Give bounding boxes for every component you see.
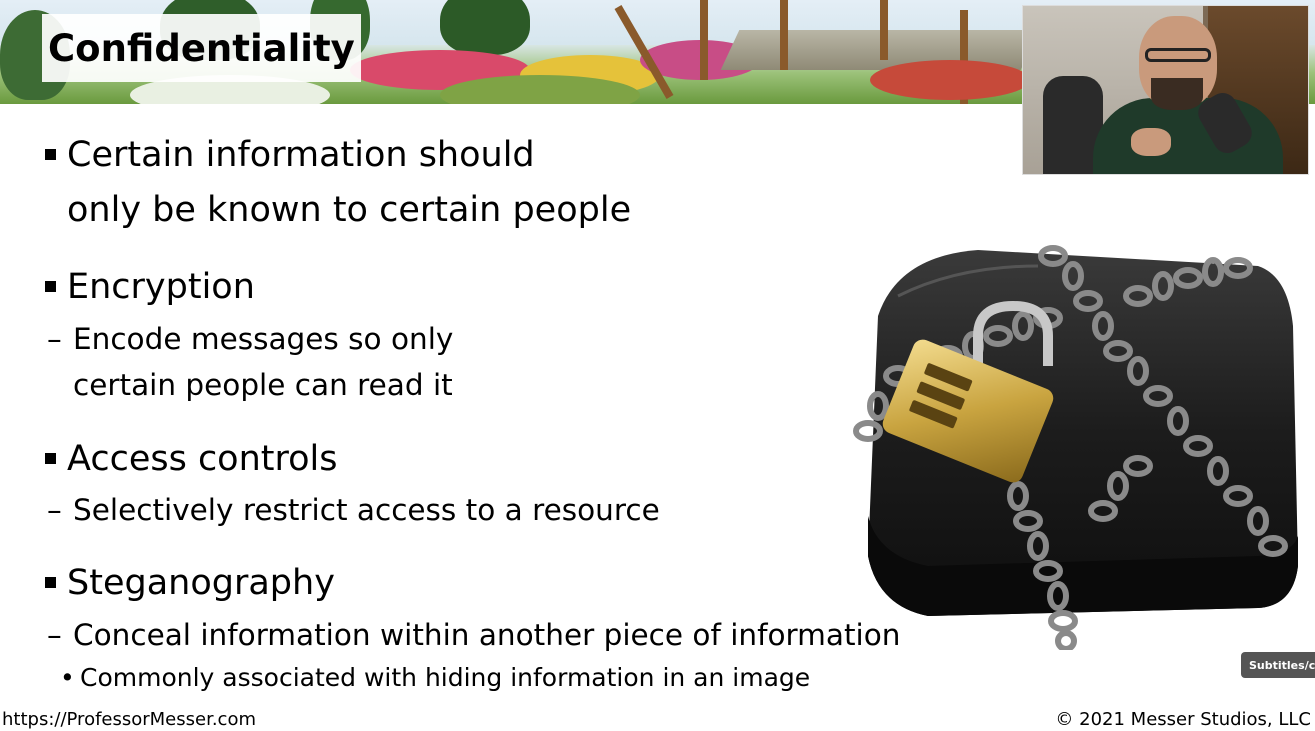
dot-bullet: • <box>60 663 75 692</box>
sub-bullet-text: Encode messages so only <box>73 322 454 356</box>
sub-bullet-text: Conceal information within another piece… <box>73 618 901 652</box>
slide-title-box: Confidentiality <box>42 14 361 82</box>
slide-title: Confidentiality <box>48 26 355 70</box>
square-bullet-icon <box>45 453 56 464</box>
dash-bullet: – <box>47 493 62 527</box>
presenter-webcam-video <box>1022 5 1309 175</box>
dash-bullet: – <box>47 322 62 356</box>
bullet-text: only be known to certain people <box>67 190 632 230</box>
bullet-text: Access controls <box>67 439 338 479</box>
square-bullet-icon <box>45 149 56 160</box>
bullet-text: Certain information should <box>67 135 535 175</box>
bullet-text: Steganography <box>67 563 335 603</box>
square-bullet-icon <box>45 577 56 588</box>
sub-sub-bullet-text: Commonly associated with hiding informat… <box>80 663 811 692</box>
sub-bullet-text: Selectively restrict access to a resourc… <box>73 493 660 527</box>
footer-url[interactable]: https://ProfessorMesser.com <box>2 709 257 730</box>
dash-bullet: – <box>47 618 62 652</box>
footer-copyright: © 2021 Messer Studios, LLC <box>1055 709 1311 730</box>
chained-wallet-padlock-image <box>853 245 1298 650</box>
square-bullet-icon <box>45 281 56 292</box>
sub-bullet-text: certain people can read it <box>73 368 453 402</box>
subtitles-label: Subtitles/cl <box>1249 658 1315 672</box>
subtitles-button[interactable]: Subtitles/cl <box>1241 652 1315 678</box>
bullet-text: Encryption <box>67 267 255 307</box>
